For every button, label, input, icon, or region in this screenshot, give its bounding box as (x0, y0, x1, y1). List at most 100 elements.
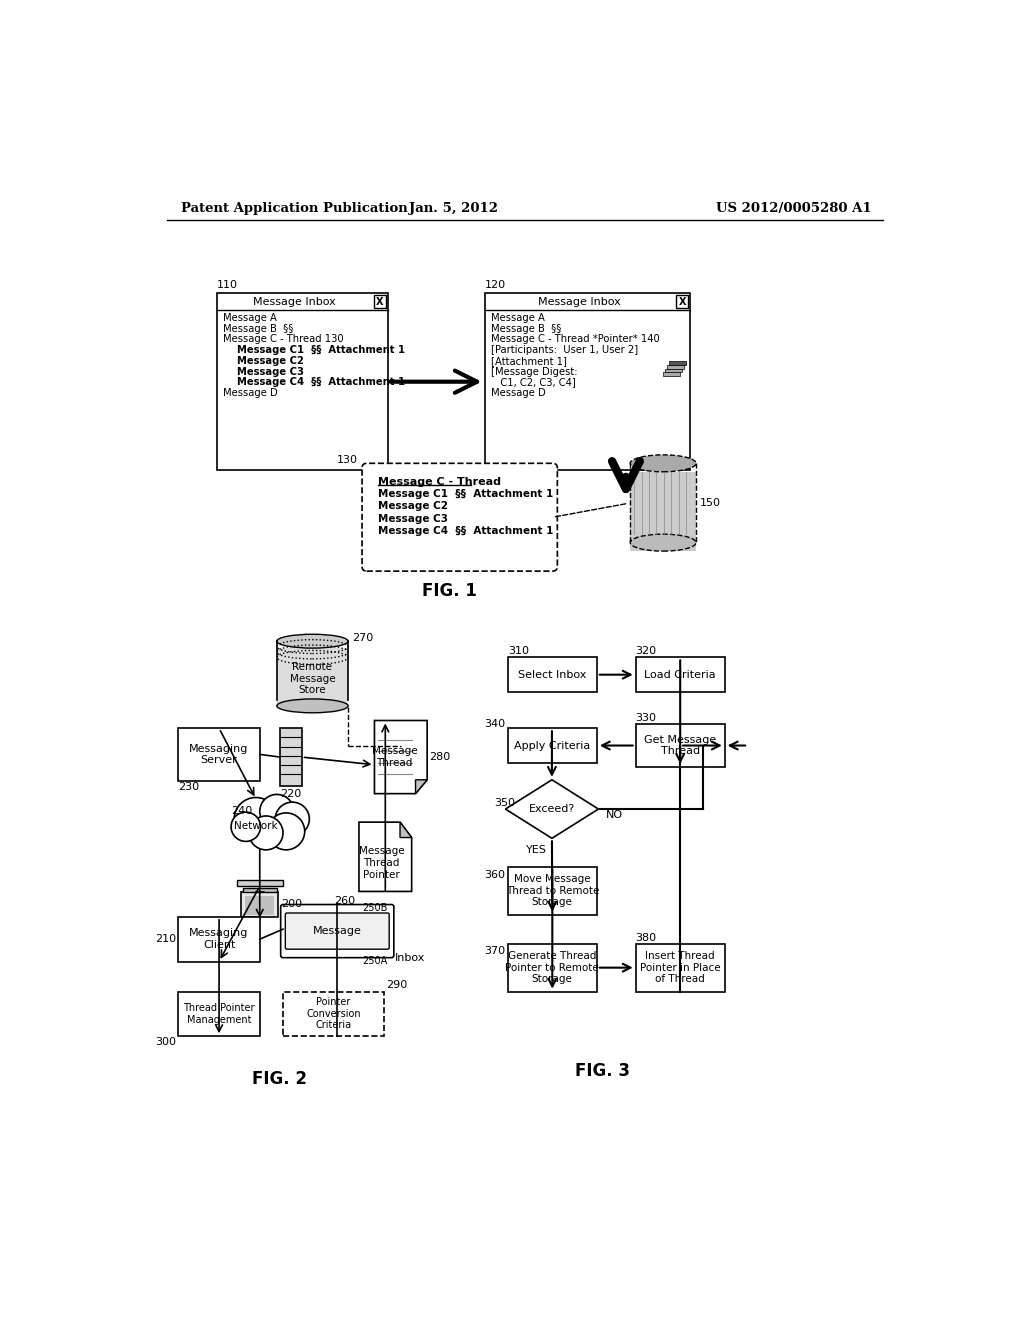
Text: [Message Digest:: [Message Digest: (490, 367, 578, 376)
Text: Exceed?: Exceed? (528, 804, 575, 814)
Text: [Attachment 1]: [Attachment 1] (490, 356, 566, 366)
FancyBboxPatch shape (241, 892, 279, 917)
Text: 210: 210 (155, 935, 176, 944)
Text: 330: 330 (636, 713, 656, 723)
Text: Message: Message (312, 925, 361, 936)
Bar (636, 944, 725, 991)
Text: Get Message
Thread: Get Message Thread (644, 735, 717, 756)
Circle shape (267, 813, 305, 850)
Text: 370: 370 (484, 946, 506, 957)
Ellipse shape (630, 455, 696, 471)
Bar (237, 880, 283, 886)
Polygon shape (416, 780, 427, 793)
Text: Message C1  §§  Attachment 1: Message C1 §§ Attachment 1 (223, 345, 406, 355)
Polygon shape (400, 822, 412, 838)
Text: FIG. 3: FIG. 3 (574, 1061, 630, 1080)
Text: Message A: Message A (490, 313, 545, 323)
Text: Generate Thread
Pointer to Remote
Storage: Generate Thread Pointer to Remote Storag… (506, 952, 599, 985)
Text: Message C1  §§  Attachment 1: Message C1 §§ Attachment 1 (378, 490, 553, 499)
Text: Message B  §§: Message B §§ (490, 323, 561, 334)
FancyBboxPatch shape (283, 991, 384, 1036)
Circle shape (231, 812, 260, 841)
Text: 360: 360 (484, 870, 506, 879)
Bar (636, 725, 725, 767)
Bar (178, 917, 260, 961)
Text: YES: YES (526, 845, 547, 855)
Text: Move Message
Thread to Remote
Storage: Move Message Thread to Remote Storage (506, 874, 599, 907)
Text: Inbox: Inbox (394, 953, 425, 962)
Text: FIG. 2: FIG. 2 (252, 1069, 306, 1088)
Text: Message C2: Message C2 (223, 356, 304, 366)
Text: Message D: Message D (223, 388, 279, 399)
Text: 220: 220 (281, 788, 301, 799)
Text: 250A: 250A (362, 956, 388, 966)
Bar (178, 991, 260, 1036)
Bar (276, 648, 348, 708)
Text: [Participants:  User 1, User 2]: [Participants: User 1, User 2] (490, 345, 638, 355)
Text: Apply Criteria: Apply Criteria (514, 741, 591, 751)
FancyBboxPatch shape (362, 463, 557, 572)
Text: Messaging
Client: Messaging Client (189, 928, 249, 950)
Polygon shape (506, 780, 598, 838)
Text: Jan. 5, 2012: Jan. 5, 2012 (409, 202, 498, 215)
Bar (663, 372, 680, 376)
Text: Patent Application Publication: Patent Application Publication (180, 202, 408, 215)
Bar (217, 293, 388, 470)
Text: 120: 120 (484, 280, 506, 290)
Bar (374, 296, 386, 308)
Text: 200: 200 (282, 899, 302, 908)
Text: 350: 350 (494, 797, 515, 808)
Text: Message C - Thread 130: Message C - Thread 130 (223, 334, 344, 345)
Bar (280, 729, 302, 785)
Bar (508, 867, 597, 915)
Text: 270: 270 (352, 634, 373, 643)
Text: Message A: Message A (223, 313, 278, 323)
Text: US 2012/0005280 A1: US 2012/0005280 A1 (717, 202, 872, 215)
Bar (630, 471, 696, 552)
Text: X: X (678, 297, 686, 306)
Circle shape (260, 795, 294, 829)
Text: 340: 340 (484, 719, 506, 730)
FancyBboxPatch shape (286, 913, 389, 949)
Text: FIG. 1: FIG. 1 (422, 582, 477, 601)
Circle shape (234, 797, 278, 841)
Text: Pointer
Conversion
Criteria: Pointer Conversion Criteria (306, 998, 360, 1031)
Bar (667, 364, 684, 368)
Bar (669, 360, 686, 364)
Text: Remote
Message
Store: Remote Message Store (290, 661, 335, 696)
Text: 230: 230 (178, 781, 200, 792)
Bar (178, 729, 260, 780)
Text: 110: 110 (217, 280, 239, 290)
Bar (636, 657, 725, 692)
Bar (676, 296, 688, 308)
Circle shape (249, 816, 283, 850)
Text: 130: 130 (337, 455, 357, 465)
Text: 300: 300 (155, 1038, 176, 1047)
Circle shape (275, 803, 309, 836)
Text: 150: 150 (700, 498, 721, 508)
Bar (243, 888, 276, 892)
Text: Message C4  §§  Attachment 1: Message C4 §§ Attachment 1 (378, 527, 553, 536)
Text: Message
Thread: Message Thread (372, 746, 418, 768)
Text: 290: 290 (386, 981, 408, 990)
Bar (665, 368, 682, 372)
Text: 240: 240 (231, 805, 252, 816)
Text: NO: NO (606, 810, 624, 820)
Text: Message
Thread
Pointer: Message Thread Pointer (358, 846, 404, 879)
Text: Network: Network (234, 821, 278, 832)
Text: Insert Thread
Pointer in Place
of Thread: Insert Thread Pointer in Place of Thread (640, 952, 721, 985)
Text: Select Inbox: Select Inbox (518, 669, 587, 680)
Text: 280: 280 (429, 752, 451, 762)
Bar (245, 896, 274, 915)
Text: Message C3: Message C3 (223, 367, 304, 376)
Text: Messaging
Server: Messaging Server (189, 743, 249, 766)
Ellipse shape (630, 535, 696, 552)
Text: Message C - Thread: Message C - Thread (378, 477, 501, 487)
Text: C1, C2, C3, C4]: C1, C2, C3, C4] (490, 378, 575, 388)
Ellipse shape (276, 700, 348, 713)
Text: Load Criteria: Load Criteria (644, 669, 716, 680)
Text: Message D: Message D (490, 388, 546, 399)
Ellipse shape (276, 635, 348, 648)
Text: 310: 310 (508, 647, 528, 656)
Bar (508, 729, 597, 763)
